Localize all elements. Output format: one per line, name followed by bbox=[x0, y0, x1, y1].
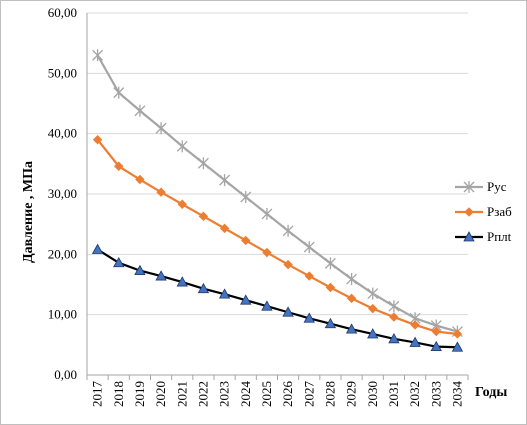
data-point bbox=[240, 191, 252, 204]
data-point bbox=[92, 134, 103, 145]
x-tick-label: 2026 bbox=[280, 381, 295, 408]
data-point bbox=[91, 243, 104, 254]
data-point bbox=[198, 211, 209, 222]
x-tick-label: 2031 bbox=[386, 381, 401, 407]
series-line bbox=[96, 54, 458, 333]
x-tick-label: 2025 bbox=[259, 381, 274, 407]
data-point bbox=[389, 312, 399, 322]
series-2 bbox=[92, 134, 463, 339]
data-point bbox=[431, 326, 441, 337]
data-point bbox=[134, 264, 146, 276]
series-1 bbox=[92, 49, 463, 338]
data-point bbox=[113, 86, 125, 99]
x-tick-label: 2022 bbox=[195, 381, 210, 407]
data-point bbox=[241, 235, 251, 246]
data-point bbox=[388, 332, 400, 344]
data-point bbox=[176, 276, 188, 287]
x-axis-title: Годы bbox=[475, 385, 507, 400]
data-point bbox=[367, 287, 379, 300]
data-point bbox=[368, 303, 378, 314]
data-point bbox=[345, 323, 358, 334]
x-tick-label: 2027 bbox=[301, 381, 316, 408]
y-tick-label: 40,00 bbox=[48, 126, 77, 141]
y-tick-label: 0,00 bbox=[54, 367, 77, 382]
legend-item: Рплt bbox=[455, 229, 512, 244]
legend-label: Рзаб bbox=[487, 204, 512, 219]
data-point bbox=[430, 340, 442, 352]
data-point bbox=[367, 328, 379, 339]
legend-item: Руc bbox=[455, 179, 507, 194]
x-tick-label: 2021 bbox=[174, 381, 189, 407]
data-point bbox=[452, 329, 463, 339]
legend: Руc Рзаб Рплt bbox=[455, 179, 512, 244]
data-point bbox=[410, 320, 420, 330]
y-tick-label: 30,00 bbox=[48, 186, 77, 201]
x-tick-label: 2034 bbox=[449, 381, 464, 408]
data-point bbox=[219, 174, 231, 187]
data-point bbox=[219, 223, 230, 234]
data-point bbox=[464, 207, 474, 217]
data-point bbox=[197, 157, 209, 170]
y-axis-ticks: 0,00 10,00 20,00 30,00 40,00 50,00 60,00 bbox=[48, 5, 77, 382]
data-point bbox=[324, 317, 337, 329]
data-point bbox=[346, 273, 358, 286]
data-point bbox=[135, 174, 145, 185]
data-point bbox=[463, 231, 475, 242]
data-point bbox=[197, 282, 210, 294]
data-point bbox=[262, 247, 272, 258]
x-tick-label: 2018 bbox=[111, 381, 126, 407]
legend-label: Руc bbox=[487, 179, 507, 194]
x-tick-label: 2017 bbox=[90, 381, 105, 408]
series-3 bbox=[91, 243, 464, 352]
x-tick-label: 2029 bbox=[344, 381, 359, 407]
data-point bbox=[282, 306, 294, 317]
legend-label: Рплt bbox=[487, 229, 512, 244]
data-point bbox=[261, 207, 273, 220]
data-point bbox=[218, 288, 231, 299]
series-line bbox=[96, 248, 458, 349]
data-point bbox=[451, 341, 464, 352]
y-tick-label: 10,00 bbox=[48, 307, 77, 322]
data-point bbox=[282, 224, 294, 237]
x-tick-label: 2024 bbox=[238, 381, 253, 408]
data-point bbox=[156, 187, 166, 197]
x-tick-label: 2028 bbox=[322, 381, 337, 407]
data-point bbox=[176, 140, 188, 153]
y-tick-label: 60,00 bbox=[48, 5, 77, 20]
x-tick-label: 2033 bbox=[428, 381, 443, 407]
data-point bbox=[261, 300, 273, 311]
x-tick-label: 2032 bbox=[407, 381, 422, 407]
data-point bbox=[155, 122, 167, 135]
data-point bbox=[177, 199, 187, 209]
x-tick-label: 2019 bbox=[132, 381, 147, 407]
data-point bbox=[304, 271, 314, 281]
data-point bbox=[92, 49, 104, 62]
data-point bbox=[134, 104, 146, 117]
data-point bbox=[303, 241, 315, 254]
data-point bbox=[463, 181, 475, 193]
data-point bbox=[325, 282, 336, 293]
legend-item: Рзаб bbox=[455, 204, 512, 219]
x-tick-label: 2030 bbox=[365, 381, 380, 407]
x-tick-label: 2020 bbox=[153, 381, 168, 407]
x-tick-label: 2023 bbox=[217, 381, 232, 407]
data-point bbox=[324, 257, 336, 270]
data-point bbox=[114, 161, 124, 171]
x-axis-ticks: 2017 2018 2019 2020 2021 2022 2023 2024 2025 2026… bbox=[86, 375, 469, 408]
data-point bbox=[155, 270, 167, 281]
data-point bbox=[113, 256, 125, 268]
series-layer bbox=[91, 49, 464, 352]
gridlines bbox=[87, 12, 468, 376]
data-point bbox=[409, 336, 421, 347]
data-point bbox=[283, 259, 293, 270]
data-point bbox=[346, 293, 357, 304]
data-point bbox=[388, 300, 400, 313]
y-axis-title: Давление , МПа bbox=[21, 161, 36, 263]
y-tick-label: 50,00 bbox=[48, 65, 77, 80]
series-line bbox=[96, 139, 458, 336]
data-point bbox=[240, 294, 252, 305]
data-point bbox=[303, 312, 315, 323]
y-tick-label: 20,00 bbox=[48, 246, 77, 261]
